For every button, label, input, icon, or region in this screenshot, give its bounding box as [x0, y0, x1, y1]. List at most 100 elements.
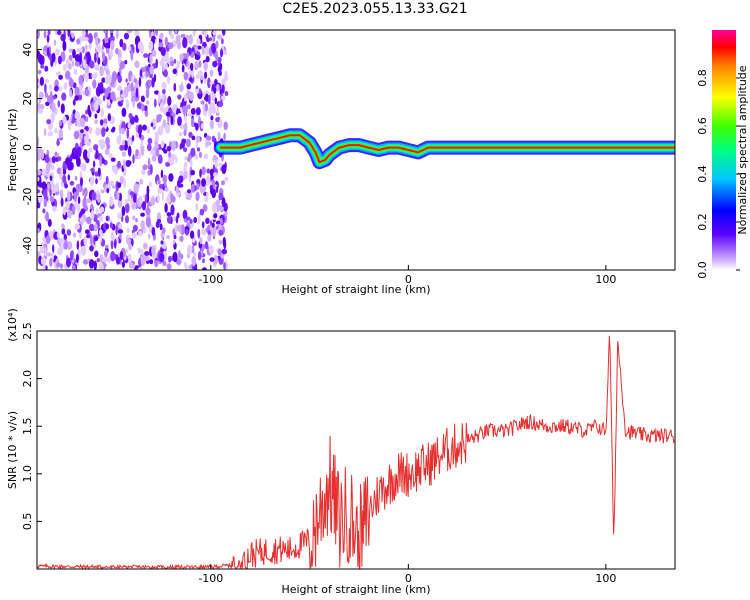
- noise-blob: [88, 43, 92, 50]
- noise-blob: [170, 153, 176, 161]
- noise-blob: [194, 46, 198, 51]
- snr-panel: -100 0 100 0.5 1.0 1.5 2.0 2.5 Height of straig…: [6, 308, 676, 596]
- noise-blob: [150, 122, 154, 127]
- noise-blob: [183, 129, 187, 137]
- noise-blob: [211, 42, 217, 54]
- noise-blob: [221, 30, 226, 36]
- noise-blob: [68, 122, 72, 131]
- x-tick-label: -100: [198, 572, 223, 585]
- noise-blob: [168, 151, 172, 159]
- noise-blob: [142, 124, 147, 131]
- noise-blob: [203, 45, 210, 56]
- noise-blob: [97, 57, 101, 65]
- noise-blob: [188, 91, 195, 102]
- noise-blob: [188, 34, 193, 45]
- noise-blob: [87, 54, 90, 66]
- noise-blob: [159, 102, 164, 113]
- noise-blob: [37, 169, 42, 176]
- noise-blob: [102, 95, 106, 102]
- noise-blob: [179, 170, 184, 176]
- noise-blob: [191, 135, 196, 141]
- noise-blob: [145, 216, 152, 228]
- noise-blob: [48, 95, 54, 105]
- noise-blob: [91, 191, 97, 201]
- noise-blob: [72, 49, 76, 59]
- noise-blob: [156, 218, 162, 224]
- noise-blob: [96, 208, 99, 215]
- noise-blob: [188, 77, 193, 82]
- noise-blob: [77, 93, 83, 101]
- noise-blob: [173, 82, 177, 92]
- noise-blob: [174, 30, 178, 34]
- noise-blob: [187, 112, 192, 117]
- noise-blob: [83, 129, 87, 135]
- noise-blob: [106, 99, 111, 106]
- noise-blob: [79, 47, 83, 53]
- noise-blob: [105, 244, 109, 249]
- noise-blob: [97, 167, 101, 177]
- noise-blob: [161, 191, 165, 202]
- noise-blob: [162, 174, 168, 184]
- noise-blob: [201, 267, 207, 270]
- noise-blob: [110, 157, 116, 162]
- noise-blob: [193, 252, 197, 257]
- noise-blob: [192, 108, 196, 114]
- noise-blob: [84, 205, 89, 212]
- noise-blob: [74, 61, 80, 67]
- noise-blob: [80, 129, 84, 134]
- noise-blob: [89, 234, 93, 246]
- noise-blob: [49, 195, 55, 203]
- noise-blob: [128, 113, 133, 119]
- noise-blob: [72, 232, 77, 238]
- noise-blob: [104, 35, 109, 44]
- noise-blob: [37, 189, 41, 194]
- noise-blob: [104, 90, 109, 98]
- noise-blob: [83, 236, 88, 246]
- noise-blob: [220, 48, 223, 58]
- noise-blob: [117, 160, 121, 168]
- noise-blob: [127, 145, 132, 157]
- noise-blob: [164, 186, 169, 192]
- noise-blob: [209, 257, 215, 262]
- noise-blob: [60, 33, 66, 42]
- noise-blob: [218, 229, 224, 236]
- noise-blob: [84, 65, 90, 75]
- colorbar-gradient: [712, 30, 736, 270]
- chart-title: C2E5.2023.055.13.33.G21: [282, 1, 468, 17]
- noise-blob: [170, 115, 174, 126]
- noise-blob: [80, 208, 86, 215]
- noise-blob: [197, 251, 202, 261]
- noise-blob: [47, 30, 51, 36]
- noise-blob: [39, 76, 45, 86]
- noise-blob: [99, 254, 104, 263]
- noise-blob: [122, 151, 126, 157]
- noise-blob: [134, 30, 138, 37]
- y-tick-label: 0: [21, 144, 34, 151]
- noise-blob: [85, 157, 90, 164]
- noise-blob: [75, 183, 82, 190]
- noise-blob: [185, 195, 192, 201]
- noise-blob: [218, 204, 224, 212]
- noise-blob: [83, 36, 89, 42]
- noise-blob: [179, 132, 183, 137]
- colorbar-tick-label: 0.6: [696, 117, 709, 135]
- noise-blob: [44, 156, 50, 164]
- noise-blob: [128, 73, 132, 82]
- noise-blob: [126, 30, 133, 34]
- noise-blob: [94, 64, 100, 71]
- noise-blob: [207, 77, 211, 89]
- noise-blob: [118, 123, 122, 135]
- noise-blob: [167, 115, 170, 123]
- noise-blob: [177, 94, 182, 100]
- noise-blob: [88, 110, 92, 118]
- noise-blob: [51, 183, 57, 194]
- noise-blob: [146, 202, 150, 214]
- noise-blob: [178, 250, 181, 258]
- noise-blob: [70, 250, 74, 261]
- noise-blob: [99, 206, 105, 213]
- noise-blob: [143, 53, 149, 58]
- y-tick-label: 2.0: [21, 370, 34, 388]
- noise-blob: [219, 217, 223, 225]
- noise-blob: [221, 197, 226, 208]
